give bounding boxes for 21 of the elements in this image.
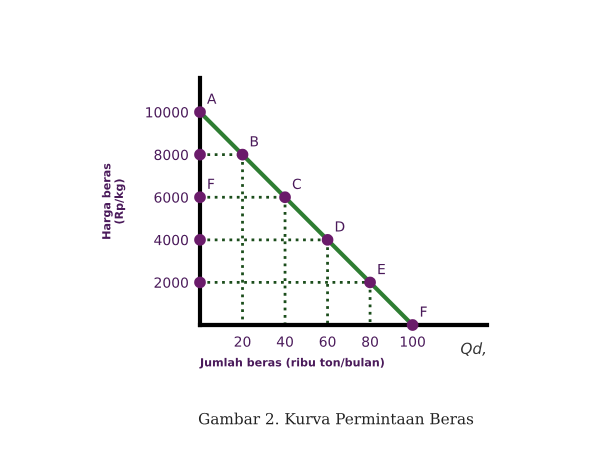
x-axis-title: Jumlah beras (ribu ton/bulan) [199, 358, 384, 369]
x-tick-label: 20 [234, 336, 250, 347]
x-tick-label: 60 [320, 336, 336, 347]
x-tick-label: 100 [400, 336, 425, 347]
x-tick-label: 80 [362, 336, 378, 347]
annotation: D [336, 221, 344, 232]
annotation: C [292, 178, 301, 190]
text: Qd, [461, 342, 486, 356]
annotation: B [250, 136, 258, 146]
y-tick-label: 10000 [146, 107, 188, 118]
annotation: A [207, 94, 216, 104]
annotation: F [420, 306, 427, 317]
y-tick-label: 4000 [154, 234, 188, 246]
y-tick-label: 8000 [154, 150, 188, 160]
annotation: E [378, 264, 385, 274]
text: Gambar 2. Kurva Permintaan Beras [198, 412, 474, 424]
x-tick-label: 40 [276, 336, 293, 347]
y-axis-title: Harga beras (Rp/kg) [102, 164, 126, 239]
y-tick-label: 2000 [154, 277, 188, 288]
annotation: F [208, 178, 214, 189]
y-tick-label: 6000 [154, 192, 188, 203]
